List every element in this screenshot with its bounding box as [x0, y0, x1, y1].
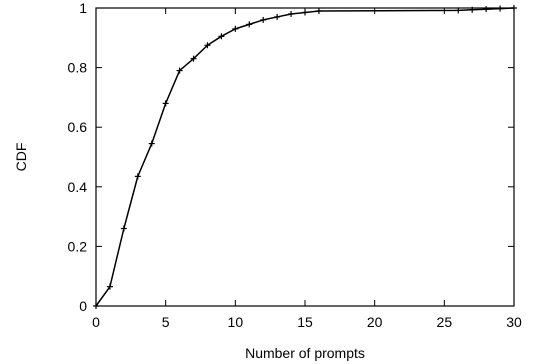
x-tick-label: 30: [506, 314, 522, 330]
data-point-marker: [246, 21, 253, 28]
x-tick-label: 15: [297, 314, 313, 330]
y-tick-label: 0.4: [68, 179, 88, 195]
data-point-marker: [302, 9, 308, 16]
data-point-marker: [315, 7, 322, 14]
tick-labels: 0 5 10 15 20 25 30 0 0.2 0.4 0.6 0.8 1: [68, 0, 522, 330]
data-point-marker: [204, 42, 211, 49]
y-tick-label: 0.6: [68, 119, 88, 135]
plot-border: [95, 7, 515, 307]
x-tick-label: 10: [228, 314, 244, 330]
x-axis-title: Number of prompts: [245, 345, 365, 361]
data-point-marker: [190, 55, 197, 62]
data-point-marker: [260, 16, 267, 23]
data-point-marker: [162, 100, 169, 107]
data-point-marker: [232, 25, 239, 32]
x-tick-label: 25: [437, 314, 453, 330]
y-tick-label: 0.8: [68, 60, 88, 76]
data-point-marker: [106, 283, 113, 290]
plot-frame: [95, 7, 515, 307]
y-axis-title: CDF: [13, 143, 29, 172]
data-point-marker: [120, 225, 127, 232]
data-point-marker: [134, 173, 141, 180]
axis-ticks: [95, 7, 515, 307]
y-tick-label: 1: [79, 0, 87, 16]
data-point-marker: [176, 67, 183, 74]
data-point-marker: [288, 10, 295, 17]
data-point-marker: [148, 140, 155, 147]
data-point-marker: [218, 33, 225, 40]
data-point-marker: [511, 5, 517, 11]
series-layer: [93, 5, 517, 309]
data-point-marker: [483, 6, 490, 13]
data-point-marker: [93, 303, 99, 309]
data-point-marker: [274, 13, 281, 20]
x-tick-label: 20: [367, 314, 383, 330]
data-point-marker: [455, 7, 462, 14]
y-tick-label: 0: [79, 298, 87, 314]
series-line: [95, 7, 515, 307]
x-tick-label: 5: [162, 314, 170, 330]
y-tick-label: 0.2: [68, 238, 88, 254]
data-point-marker: [497, 5, 504, 12]
data-point-marker: [469, 6, 476, 13]
x-tick-label: 0: [92, 314, 100, 330]
